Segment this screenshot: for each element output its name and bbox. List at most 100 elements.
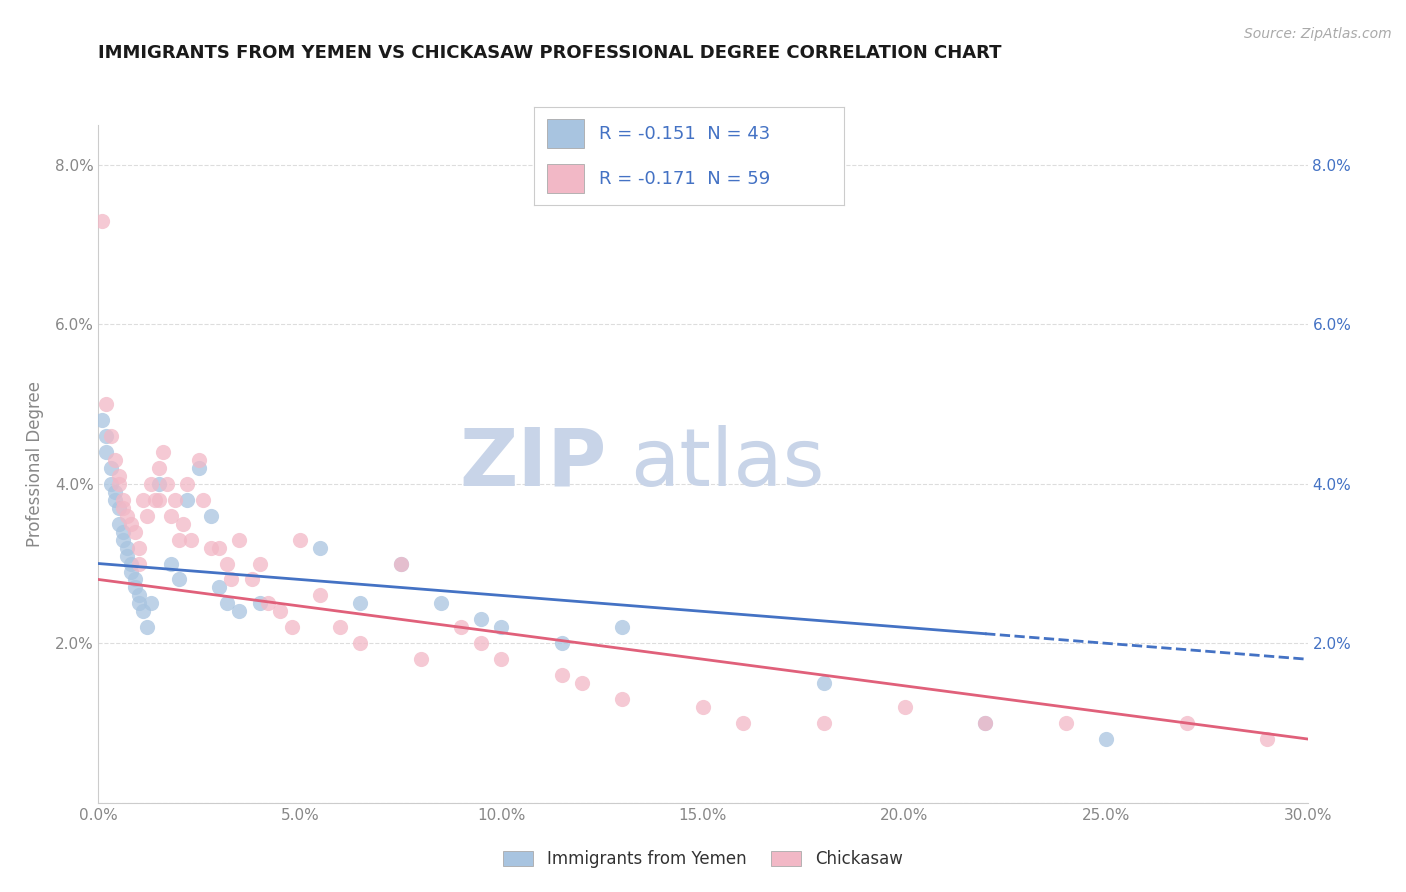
Point <box>612 620 634 634</box>
Point <box>132 492 155 507</box>
Point <box>188 453 211 467</box>
Point <box>111 524 134 539</box>
Text: IMMIGRANTS FROM YEMEN VS CHICKASAW PROFESSIONAL DEGREE CORRELATION CHART: IMMIGRANTS FROM YEMEN VS CHICKASAW PROFE… <box>98 45 1002 62</box>
Point <box>128 557 150 571</box>
Point <box>217 557 239 571</box>
Point <box>167 573 190 587</box>
Point <box>100 476 122 491</box>
Point <box>692 700 714 714</box>
Point <box>160 508 183 523</box>
Point <box>1095 731 1118 746</box>
Point <box>103 484 125 499</box>
Point <box>148 476 170 491</box>
Point <box>813 716 835 731</box>
Point <box>430 596 453 610</box>
Point <box>107 516 129 531</box>
Bar <box>547 164 583 194</box>
Point <box>349 636 371 650</box>
Point <box>167 533 190 547</box>
Point <box>143 492 166 507</box>
Point <box>180 533 202 547</box>
Point <box>571 676 593 690</box>
Point <box>491 620 513 634</box>
Point <box>124 581 146 595</box>
Point <box>91 213 114 227</box>
Point <box>156 476 179 491</box>
Point <box>217 596 239 610</box>
Point <box>208 541 231 555</box>
Point <box>389 557 412 571</box>
Point <box>128 541 150 555</box>
Point <box>124 524 146 539</box>
Point <box>120 557 142 571</box>
Point <box>269 604 291 618</box>
Point <box>96 429 118 443</box>
Point <box>409 652 432 666</box>
Point <box>470 636 492 650</box>
Point <box>160 557 183 571</box>
Point <box>148 460 170 475</box>
Point <box>139 476 162 491</box>
Point <box>100 429 122 443</box>
Point <box>349 596 371 610</box>
Point <box>115 508 138 523</box>
Point <box>389 557 412 571</box>
Point <box>221 573 243 587</box>
Point <box>115 541 138 555</box>
Point <box>91 413 114 427</box>
Point <box>450 620 472 634</box>
Point <box>974 716 997 731</box>
Point <box>813 676 835 690</box>
Text: atlas: atlas <box>630 425 825 503</box>
Point <box>103 492 125 507</box>
Point <box>1175 716 1198 731</box>
Point <box>120 565 142 579</box>
Text: R = -0.151  N = 43: R = -0.151 N = 43 <box>599 125 770 143</box>
Point <box>148 492 170 507</box>
Point <box>111 533 134 547</box>
Point <box>139 596 162 610</box>
Point <box>111 500 134 515</box>
Point <box>132 604 155 618</box>
Point <box>551 636 574 650</box>
Point <box>470 612 492 626</box>
Bar <box>547 119 583 148</box>
Point <box>163 492 186 507</box>
Point <box>107 468 129 483</box>
Point <box>309 541 332 555</box>
Point <box>1256 731 1278 746</box>
Point <box>329 620 352 634</box>
Point <box>256 596 278 610</box>
Point <box>96 397 118 411</box>
Point <box>974 716 997 731</box>
Point <box>612 692 634 706</box>
Y-axis label: Professional Degree: Professional Degree <box>25 381 44 547</box>
Point <box>893 700 915 714</box>
Point <box>135 508 157 523</box>
Point <box>100 460 122 475</box>
Point <box>208 581 231 595</box>
Point <box>281 620 304 634</box>
Point <box>107 500 129 515</box>
Point <box>249 596 271 610</box>
Point <box>491 652 513 666</box>
Point <box>1054 716 1077 731</box>
Point <box>120 516 142 531</box>
Point <box>96 445 118 459</box>
Point <box>172 516 194 531</box>
Point <box>733 716 755 731</box>
Point <box>135 620 157 634</box>
Point <box>124 573 146 587</box>
Point <box>240 573 263 587</box>
Point <box>228 533 250 547</box>
Point <box>111 492 134 507</box>
Point <box>103 453 125 467</box>
Legend: Immigrants from Yemen, Chickasaw: Immigrants from Yemen, Chickasaw <box>496 844 910 875</box>
Point <box>200 541 222 555</box>
Point <box>288 533 311 547</box>
Point <box>551 668 574 682</box>
Text: Source: ZipAtlas.com: Source: ZipAtlas.com <box>1244 27 1392 41</box>
Point <box>193 492 215 507</box>
Point <box>249 557 271 571</box>
Point <box>107 476 129 491</box>
